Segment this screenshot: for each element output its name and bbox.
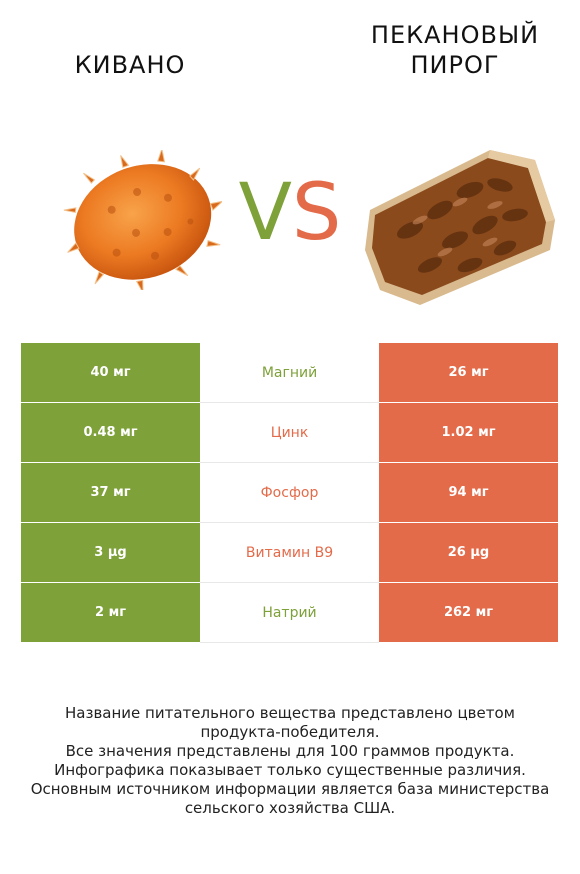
right-value-cell: 26 мг xyxy=(379,343,558,403)
vs-label: VS xyxy=(225,168,355,258)
left-value-cell: 3 µg xyxy=(21,523,200,583)
nutrient-name-cell: Цинк xyxy=(200,403,379,463)
table-row: 3 µg Витамин B9 26 µg xyxy=(21,523,558,583)
right-value-cell: 26 µg xyxy=(379,523,558,583)
nutrient-name-cell: Витамин B9 xyxy=(200,523,379,583)
nutrient-name-cell: Фосфор xyxy=(200,463,379,523)
right-value-cell: 262 мг xyxy=(379,583,558,643)
kiwano-image xyxy=(63,150,222,290)
footer-line: Все значения представлены для 100 граммо… xyxy=(65,742,515,760)
pecan-pie-image xyxy=(365,150,555,305)
right-value-cell: 94 мг xyxy=(379,463,558,523)
table-row: 37 мг Фосфор 94 мг xyxy=(21,463,558,523)
table-row: 0.48 мг Цинк 1.02 мг xyxy=(21,403,558,463)
left-value-cell: 0.48 мг xyxy=(21,403,200,463)
right-product-title: ПЕКАНОВЫЙ ПИРОГ xyxy=(350,20,560,80)
footer-line: сельского хозяйства США. xyxy=(184,799,396,817)
vs-s-letter: S xyxy=(291,168,342,258)
left-value-cell: 40 мг xyxy=(21,343,200,403)
table-row: 40 мг Магний 26 мг xyxy=(21,343,558,403)
right-product-title-line2: ПИРОГ xyxy=(410,51,500,79)
footer-line: Название питательного вещества представл… xyxy=(65,704,515,722)
table-row: 2 мг Натрий 262 мг xyxy=(21,583,558,643)
footer-line: продукта-победителя. xyxy=(200,723,380,741)
footer-notes: Название питательного вещества представл… xyxy=(20,704,560,818)
nutrient-comparison-table: 40 мг Магний 26 мг 0.48 мг Цинк 1.02 мг … xyxy=(21,343,558,643)
footer-line: Основным источником информации является … xyxy=(30,780,550,798)
right-product-title-line1: ПЕКАНОВЫЙ xyxy=(370,21,540,49)
nutrient-name-cell: Натрий xyxy=(200,583,379,643)
left-value-cell: 37 мг xyxy=(21,463,200,523)
comparison-header: КИВАНО ПЕКАНОВЫЙ ПИРОГ xyxy=(0,0,580,330)
left-product-title: КИВАНО xyxy=(74,51,186,79)
right-value-cell: 1.02 мг xyxy=(379,403,558,463)
left-value-cell: 2 мг xyxy=(21,583,200,643)
nutrient-name-cell: Магний xyxy=(200,343,379,403)
footer-line: Инфографика показывает только существенн… xyxy=(54,761,526,779)
vs-v-letter: V xyxy=(238,168,292,258)
